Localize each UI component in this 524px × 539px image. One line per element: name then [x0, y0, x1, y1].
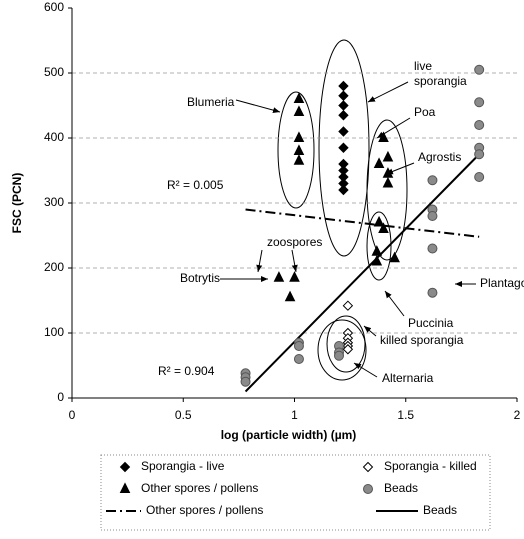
annotation: live — [414, 59, 432, 73]
legend-label: Other spores / pollens — [141, 481, 258, 495]
group-ellipse — [366, 119, 408, 261]
point — [371, 254, 383, 266]
point — [427, 287, 438, 298]
annotation: Alternaria — [382, 371, 434, 385]
point — [334, 350, 344, 361]
y-tick-label: 100 — [44, 325, 64, 339]
y-tick-label: 200 — [44, 260, 64, 274]
point — [289, 271, 300, 282]
point — [382, 176, 394, 188]
group-ellipse — [326, 315, 366, 373]
annotation: R² = 0.904 — [158, 364, 215, 378]
x-axis-title: log (particle width) (µm) — [221, 428, 357, 442]
point — [371, 245, 383, 256]
point — [342, 300, 354, 311]
point — [338, 110, 349, 121]
arrows — [220, 81, 476, 378]
legend-label: Beads — [384, 481, 418, 495]
annotation: sporangia — [414, 74, 467, 88]
point — [293, 154, 305, 165]
x-tick-label: 0 — [69, 408, 76, 422]
x-tick-label: 2 — [514, 408, 521, 422]
x-tick-label: 1.5 — [397, 408, 414, 422]
point — [293, 144, 305, 155]
point — [119, 482, 131, 493]
point — [363, 484, 373, 494]
point — [474, 149, 485, 160]
point — [427, 175, 438, 186]
point — [273, 271, 285, 282]
point — [378, 222, 389, 233]
arrow — [385, 162, 415, 175]
legend-label: Other spores / pollens — [146, 503, 263, 517]
x-tick-label: 0.5 — [175, 408, 192, 422]
x-tick-label: 1 — [291, 408, 298, 422]
point — [378, 131, 389, 142]
point — [284, 290, 296, 302]
point — [293, 131, 305, 142]
point — [474, 64, 485, 75]
fit-line — [244, 153, 480, 393]
annotation: Agrostis — [418, 150, 461, 164]
point — [373, 215, 385, 227]
point — [362, 461, 374, 473]
point — [338, 184, 349, 196]
annotation: zoospores — [267, 235, 322, 249]
arrow — [384, 290, 405, 317]
annotation: R² = 0.005 — [167, 178, 224, 192]
point — [427, 211, 438, 221]
y-tick-label: 0 — [57, 390, 64, 404]
point — [338, 142, 349, 153]
legend-label: Sporangia - killed — [384, 459, 477, 473]
point — [342, 344, 354, 355]
arrow — [353, 362, 378, 378]
point — [293, 354, 304, 364]
point — [240, 376, 251, 387]
point — [119, 461, 131, 473]
annotation: Botrytis — [180, 271, 220, 285]
point — [474, 120, 485, 130]
point — [427, 243, 438, 254]
y-tick-label: 600 — [44, 0, 64, 14]
group-ellipse — [318, 39, 370, 257]
annotation: Blumeria — [187, 95, 235, 109]
y-axis-title: FSC (PCN) — [10, 173, 24, 234]
y-tick-label: 500 — [44, 65, 64, 79]
annotation: Plantago — [480, 276, 524, 290]
point — [382, 167, 394, 178]
arrow — [291, 249, 298, 273]
arrow — [235, 99, 281, 114]
point — [293, 341, 304, 351]
point — [293, 105, 305, 116]
group-ellipse — [317, 319, 367, 381]
legend-box — [100, 454, 491, 531]
y-tick-label: 400 — [44, 130, 64, 144]
point — [382, 150, 394, 162]
point — [338, 80, 349, 92]
point — [338, 126, 349, 137]
point — [338, 90, 349, 101]
annotation: Poa — [414, 105, 436, 119]
arrow — [367, 81, 409, 103]
group-ellipse — [277, 91, 315, 209]
y-tick-label: 300 — [44, 195, 64, 209]
point — [389, 251, 400, 263]
arrow — [256, 249, 263, 273]
annotation: killed sporangia — [380, 333, 464, 347]
point — [474, 172, 485, 182]
legend-label: Sporangia - live — [141, 459, 225, 473]
point — [474, 97, 485, 108]
ellipses — [277, 39, 408, 381]
annotation: Puccinia — [408, 316, 454, 330]
group-ellipse — [366, 211, 392, 281]
legend-label: Beads — [423, 503, 457, 517]
point — [338, 100, 349, 111]
point — [373, 157, 385, 168]
arrow — [363, 325, 377, 337]
point — [293, 92, 305, 103]
